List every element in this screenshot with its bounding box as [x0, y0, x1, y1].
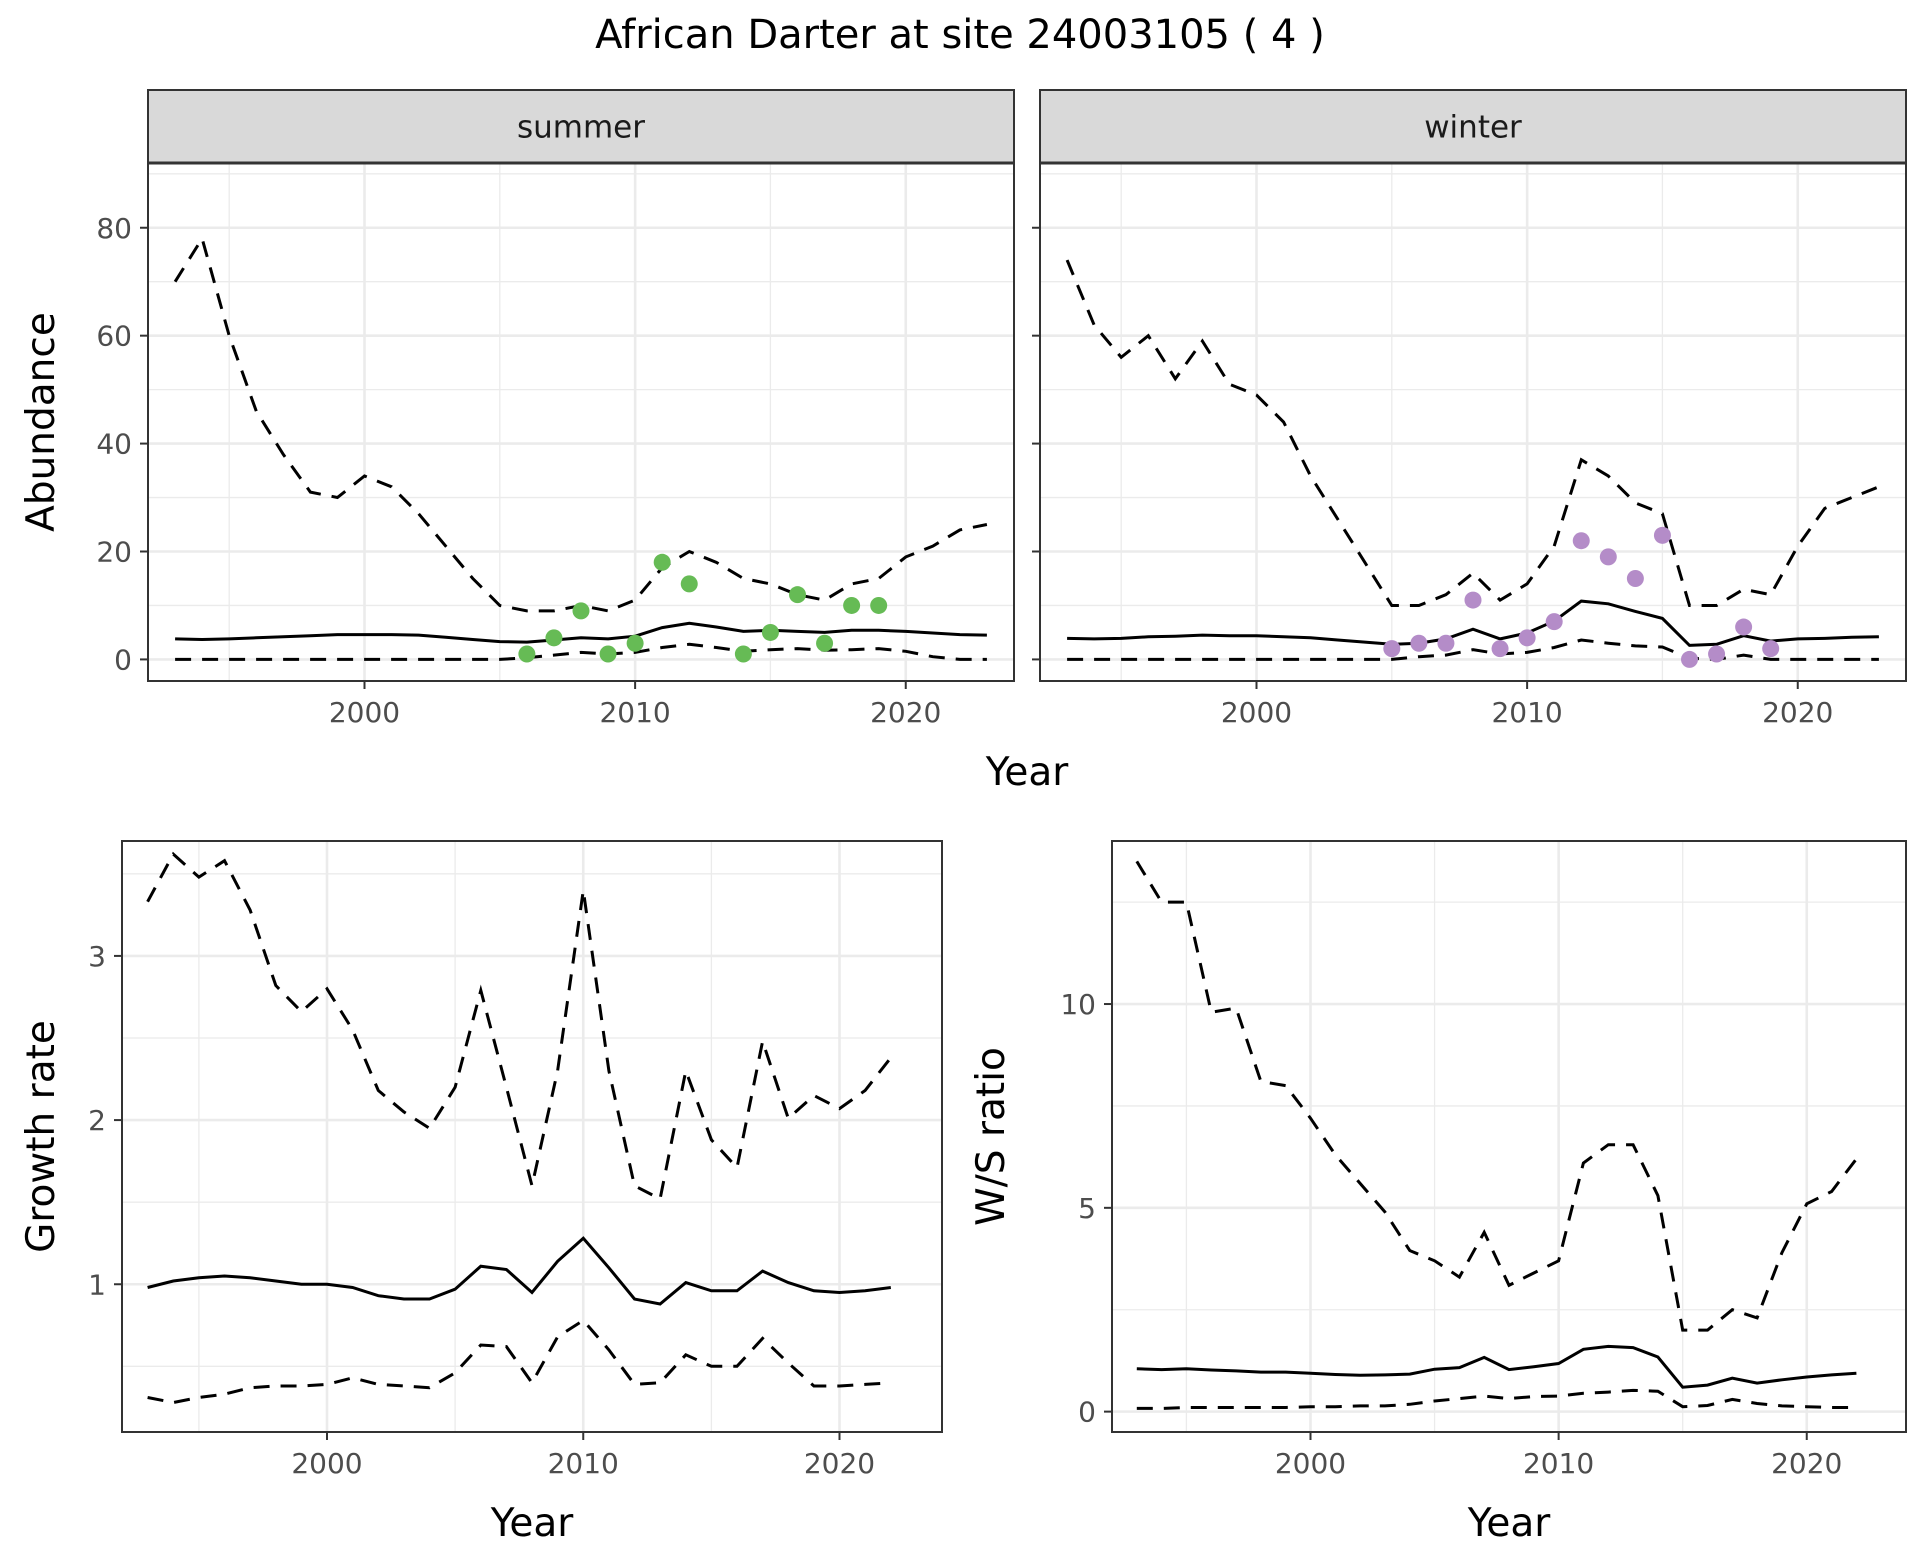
x-tick-label: 2010 [599, 696, 670, 729]
data-point [1437, 634, 1455, 652]
data-point [1383, 640, 1401, 658]
y-tick-label: 0 [114, 643, 132, 676]
x-axis-title-top: Year [985, 750, 1070, 795]
facet-label: winter [1424, 110, 1522, 146]
data-point [1626, 569, 1644, 587]
data-point [1410, 634, 1428, 652]
panel-border [121, 840, 943, 1433]
y-tick-label: 40 [96, 428, 132, 461]
y-tick-label: 2 [88, 1104, 106, 1137]
plot-background [122, 841, 942, 1432]
lower-ci-line [175, 642, 987, 661]
mean-line [1136, 1344, 1857, 1389]
data-point [870, 596, 888, 614]
lower-ci-line [1067, 638, 1879, 661]
data-point [734, 645, 752, 663]
x-tick-label: 2000 [291, 1447, 362, 1480]
mean-line [147, 1236, 891, 1306]
y-tick-label: 20 [96, 536, 132, 569]
y-tick-label: 5 [1078, 1192, 1096, 1225]
lower-ci-line [1136, 1388, 1857, 1410]
data-point [518, 645, 536, 663]
mean-line [1067, 599, 1879, 647]
x-tick-label: 2020 [870, 696, 941, 729]
x-tick-label: 2020 [1771, 1447, 1842, 1480]
y-axis-title: W/S ratio [969, 1047, 1014, 1226]
x-tick-label: 2000 [1221, 696, 1292, 729]
data-point [599, 645, 617, 663]
facet-label: summer [517, 110, 645, 146]
facet-strip [147, 89, 1015, 164]
x-tick-label: 2010 [1491, 696, 1562, 729]
x-tick-label: 2010 [1523, 1447, 1594, 1480]
upper-ci-line [146, 851, 892, 1202]
data-point [1545, 613, 1563, 631]
upper-ci-line [1065, 259, 1880, 607]
plot-background [148, 163, 1014, 681]
panel-border [1111, 840, 1907, 1433]
panel-growth: 2000 2010 2020 1 2 3 Growth rate Year [19, 840, 943, 1546]
panel-ratio: 2000 2010 2020 0 5 10 W/S ratio Year [969, 840, 1907, 1546]
data-point [1572, 532, 1590, 550]
data-point [545, 629, 563, 647]
mean-line [175, 621, 987, 644]
data-point [1653, 526, 1671, 544]
data-point [653, 553, 671, 571]
data-point [761, 623, 779, 641]
figure-title: African Darter at site 24003105 ( 4 ) [595, 12, 1325, 58]
upper-ci-line [1135, 860, 1858, 1332]
y-tick-label: 10 [1060, 988, 1096, 1021]
data-point [626, 634, 644, 652]
y-tick-label: 60 [96, 320, 132, 353]
x-tick-label: 2010 [548, 1447, 619, 1480]
data-point [1681, 650, 1698, 668]
data-point [1518, 629, 1536, 647]
panel-summer: summer 2000 2010 2020 0 20 40 60 80 Abundance [19, 89, 1015, 729]
data-point [1491, 640, 1509, 658]
facet-strip [1039, 89, 1907, 164]
y-tick-label: 3 [88, 940, 106, 973]
y-tick-label: 80 [96, 212, 132, 245]
data-point [843, 596, 861, 614]
data-point [572, 602, 590, 620]
data-point [1762, 640, 1780, 658]
x-tick-label: 2000 [329, 696, 400, 729]
panel-winter: winter 2000 2010 2020 [1032, 89, 1907, 729]
x-tick-label: 2020 [804, 1447, 875, 1480]
y-tick-label: 1 [88, 1268, 106, 1301]
plot-background [1112, 841, 1906, 1432]
data-point [1464, 591, 1482, 609]
x-axis-title: Year [490, 1501, 575, 1546]
y-tick-label: 0 [1078, 1396, 1096, 1429]
data-point [1708, 645, 1726, 663]
data-point [1735, 618, 1753, 636]
y-axis-title: Growth rate [19, 1020, 64, 1253]
y-axis-title: Abundance [19, 312, 64, 532]
data-point [816, 634, 834, 652]
x-tick-label: 2000 [1275, 1447, 1346, 1480]
data-point [1599, 548, 1617, 566]
x-axis-title: Year [1467, 1501, 1552, 1546]
x-tick-label: 2020 [1762, 696, 1833, 729]
data-point [680, 575, 698, 593]
data-point [789, 586, 806, 604]
